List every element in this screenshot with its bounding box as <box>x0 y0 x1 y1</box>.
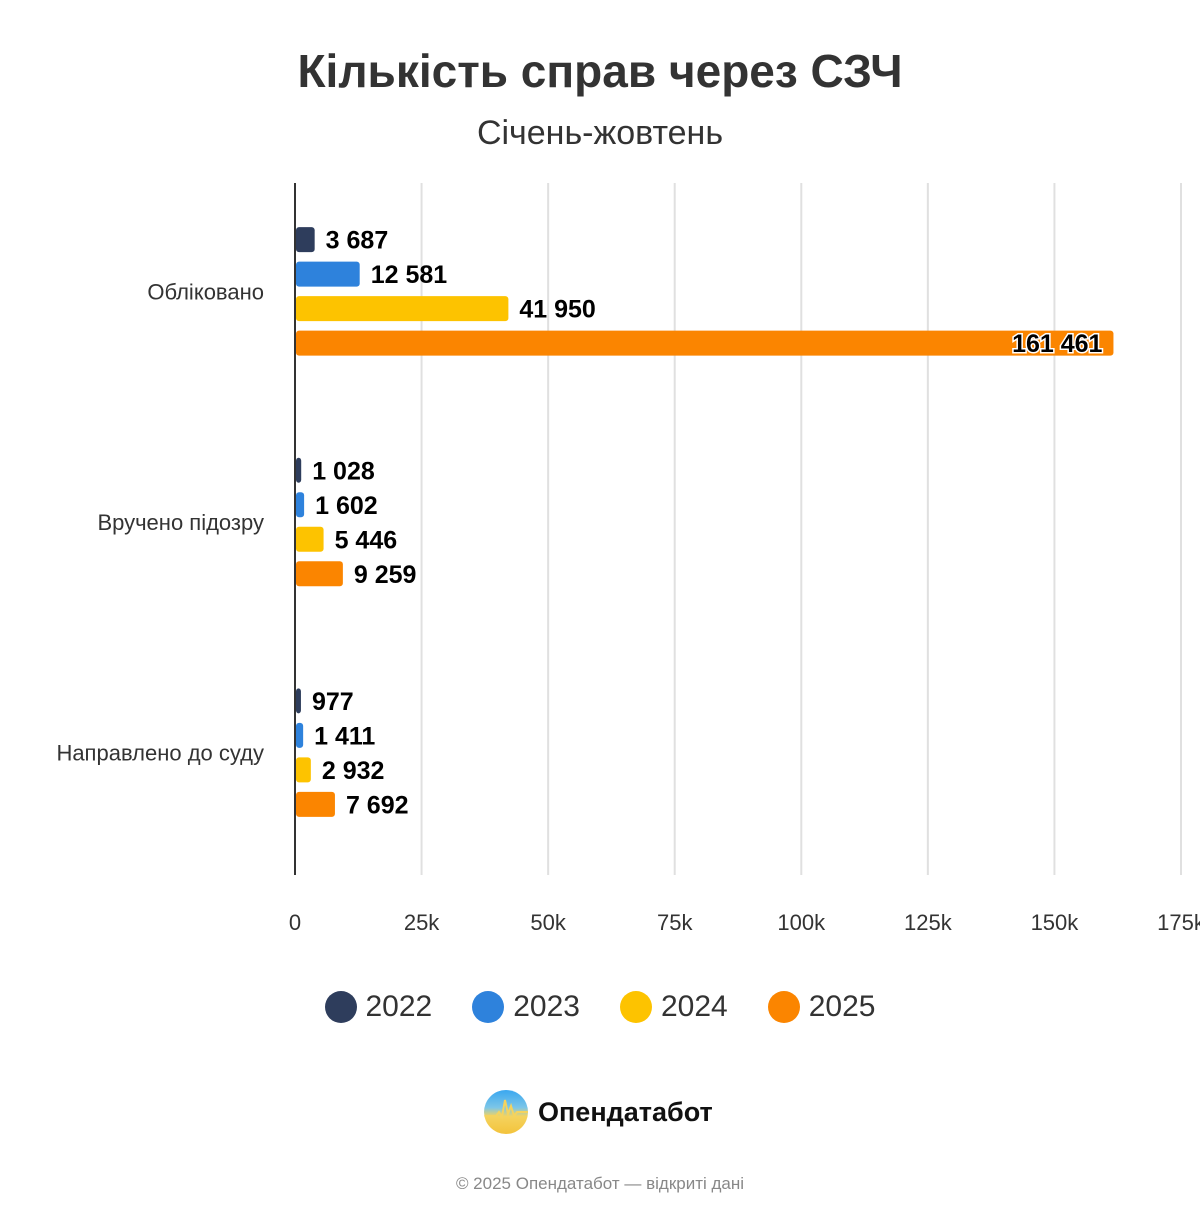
x-tick-label: 0 <box>289 910 301 935</box>
legend-item-2022[interactable]: 2022 <box>324 990 433 1024</box>
bar-2025 <box>296 791 335 817</box>
data-label: 3 687 <box>326 227 389 255</box>
data-label: 1 411 <box>314 722 375 750</box>
data-label: 5 446 <box>335 526 398 554</box>
legend-item-2024[interactable]: 2024 <box>620 990 728 1024</box>
legend-label: 2023 <box>513 990 580 1023</box>
opendatabot-logo-icon <box>484 1090 528 1134</box>
legend-marker-icon <box>324 991 357 1023</box>
x-tick-label: 150k <box>1031 910 1080 935</box>
data-label: 7 692 <box>346 791 409 819</box>
data-label: 9 259 <box>354 561 417 589</box>
data-label: 41 950 <box>519 296 595 324</box>
bar-2023 <box>296 492 305 518</box>
chart-subtitle: Січень-жовтень <box>476 114 724 152</box>
legend-label: 2024 <box>661 990 728 1023</box>
x-tick-label: 125k <box>904 910 953 935</box>
bar-2025 <box>296 561 343 587</box>
chart-title: Кількість справ через СЗЧ <box>297 45 903 97</box>
legend-item-2025[interactable]: 2025 <box>767 990 876 1024</box>
data-label: 12 581 <box>371 261 448 289</box>
legend: 2022 2023 2024 2025 <box>0 990 1200 1024</box>
data-label: 1 602 <box>315 492 378 520</box>
legend-marker-icon <box>472 991 505 1023</box>
brand: Опендатабот <box>484 1090 713 1134</box>
x-tick-label: 25k <box>404 910 440 935</box>
bar-2024 <box>296 757 311 783</box>
data-label: 161 461 <box>1012 330 1102 358</box>
bar-2022 <box>296 688 301 714</box>
bar-chart: 0 25k 50k 75k 100k 125k 150k 175k Обліковано 3 68… <box>56 183 1200 935</box>
data-label: 1 028 <box>312 457 375 485</box>
legend-label: 2022 <box>365 990 433 1023</box>
bar-2022 <box>296 227 315 253</box>
data-label: 977 <box>312 688 354 716</box>
category-label: Направлено до суду <box>56 741 264 766</box>
bar-2023 <box>296 261 360 287</box>
legend-marker-icon <box>767 991 800 1023</box>
category-label: Вручено підозру <box>97 510 264 535</box>
x-tick-label: 175k <box>1157 910 1200 935</box>
data-label: 2 932 <box>322 757 385 785</box>
x-tick-label: 75k <box>657 910 693 935</box>
bar-2024 <box>296 526 324 552</box>
x-tick-label: 50k <box>530 910 566 935</box>
category-label: Обліковано <box>147 279 264 304</box>
legend-marker-icon <box>620 991 652 1023</box>
x-tick-label: 100k <box>777 910 826 935</box>
legend-item-2023[interactable]: 2023 <box>472 990 580 1024</box>
brand-name: Опендатабот <box>538 1096 713 1127</box>
bar-2023 <box>296 722 304 748</box>
footer-copyright: © 2025 Опендатабот — відкриті дані <box>455 1174 745 1193</box>
bar-2022 <box>296 457 302 483</box>
bar-2025 <box>296 330 1114 356</box>
bar-2024 <box>296 296 509 322</box>
legend-label: 2025 <box>808 990 876 1023</box>
